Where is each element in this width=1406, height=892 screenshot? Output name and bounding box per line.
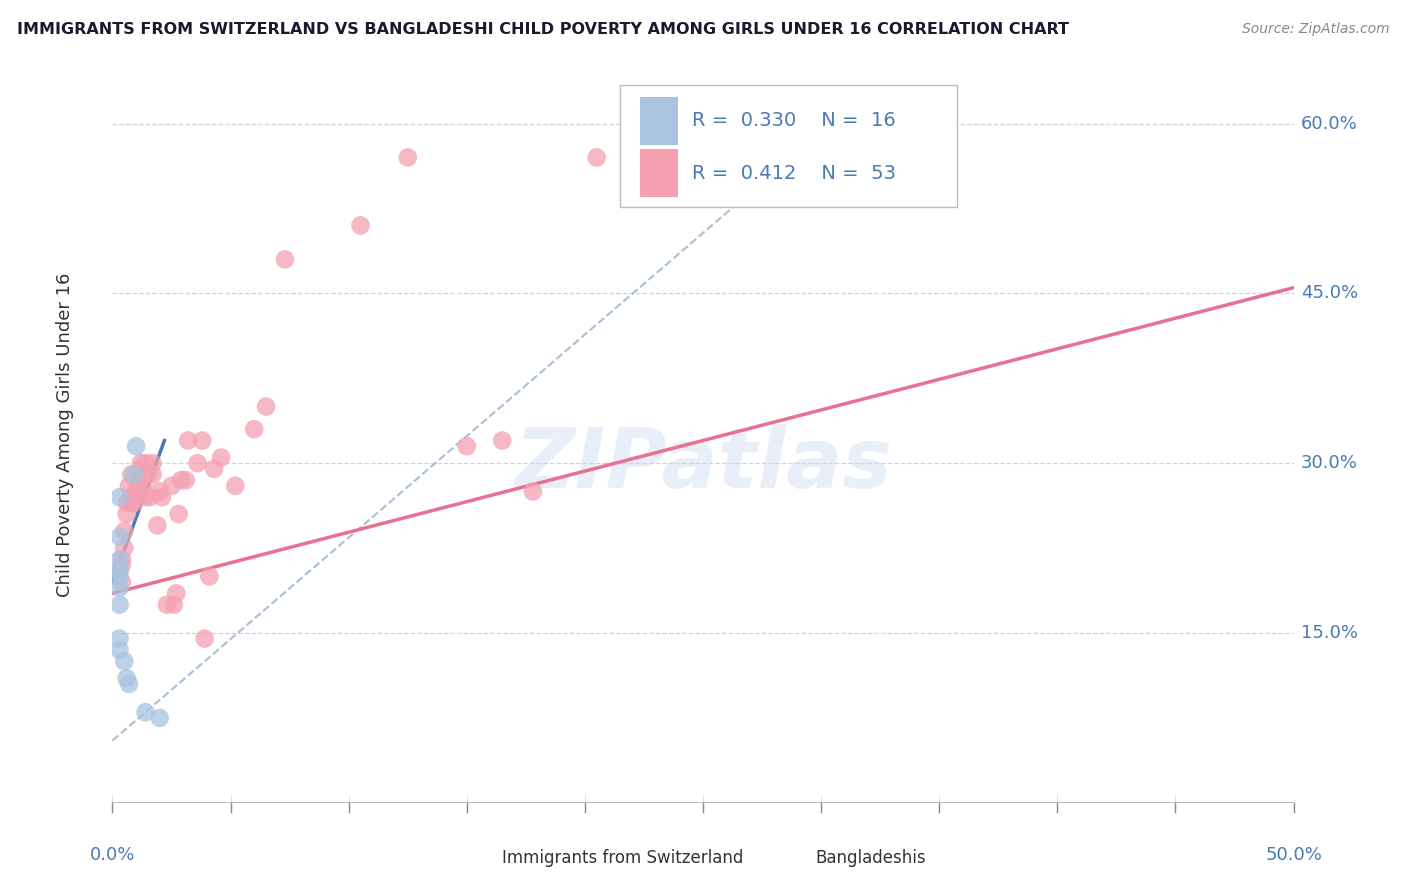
FancyBboxPatch shape — [620, 86, 957, 207]
Point — [129, 456, 152, 470]
Point — [170, 473, 193, 487]
Point — [191, 434, 214, 448]
Point — [115, 507, 138, 521]
Point — [112, 654, 135, 668]
Text: 30.0%: 30.0% — [1301, 454, 1357, 472]
Point — [108, 632, 131, 646]
Point — [194, 632, 217, 646]
Point — [115, 496, 138, 510]
Point — [122, 467, 145, 482]
Point — [139, 490, 162, 504]
Point — [522, 484, 544, 499]
Point — [224, 479, 246, 493]
Point — [125, 484, 148, 499]
Text: R =  0.330    N =  16: R = 0.330 N = 16 — [692, 112, 896, 130]
Point — [202, 462, 225, 476]
Point — [349, 219, 371, 233]
Point — [149, 484, 172, 499]
Point — [125, 439, 148, 453]
Text: 45.0%: 45.0% — [1301, 285, 1358, 302]
Point — [120, 496, 142, 510]
Point — [118, 479, 141, 493]
Point — [127, 473, 149, 487]
Point — [108, 643, 131, 657]
Point — [108, 530, 131, 544]
Point — [491, 434, 513, 448]
Bar — [640, 97, 678, 145]
Point — [786, 116, 808, 130]
Bar — [780, 845, 810, 871]
Point — [112, 541, 135, 555]
Point — [122, 496, 145, 510]
Text: Bangladeshis: Bangladeshis — [815, 849, 925, 867]
Point — [150, 490, 173, 504]
Point — [108, 581, 131, 595]
Text: IMMIGRANTS FROM SWITZERLAND VS BANGLADESHI CHILD POVERTY AMONG GIRLS UNDER 16 CO: IMMIGRANTS FROM SWITZERLAND VS BANGLADES… — [17, 22, 1069, 37]
Point — [127, 479, 149, 493]
Point — [456, 439, 478, 453]
Point — [111, 558, 134, 572]
Point — [156, 598, 179, 612]
Point — [120, 490, 142, 504]
Point — [136, 467, 159, 482]
Point — [111, 575, 134, 590]
Point — [108, 490, 131, 504]
Point — [108, 552, 131, 566]
Text: 15.0%: 15.0% — [1301, 624, 1358, 642]
Point — [585, 151, 607, 165]
Bar — [467, 845, 496, 871]
Text: 50.0%: 50.0% — [1265, 846, 1322, 863]
Point — [132, 479, 155, 493]
Point — [274, 252, 297, 267]
Point — [174, 473, 197, 487]
Point — [177, 434, 200, 448]
Point — [146, 518, 169, 533]
Point — [254, 400, 277, 414]
Point — [163, 598, 186, 612]
Point — [135, 705, 157, 719]
Point — [120, 467, 142, 482]
Point — [118, 677, 141, 691]
Point — [108, 564, 131, 578]
Point — [111, 552, 134, 566]
Point — [198, 569, 221, 583]
Point — [142, 456, 165, 470]
Point — [108, 569, 131, 583]
Text: Child Poverty Among Girls Under 16: Child Poverty Among Girls Under 16 — [56, 273, 75, 597]
Text: Source: ZipAtlas.com: Source: ZipAtlas.com — [1241, 22, 1389, 37]
Text: R =  0.412    N =  53: R = 0.412 N = 53 — [692, 164, 897, 183]
Point — [129, 462, 152, 476]
Point — [115, 671, 138, 685]
Bar — [640, 150, 678, 197]
Point — [135, 490, 157, 504]
Point — [243, 422, 266, 436]
Point — [112, 524, 135, 538]
Text: 60.0%: 60.0% — [1301, 114, 1357, 133]
Text: 0.0%: 0.0% — [90, 846, 135, 863]
Text: ZIPatlas: ZIPatlas — [515, 424, 891, 505]
Point — [396, 151, 419, 165]
Point — [209, 450, 232, 465]
Text: Immigrants from Switzerland: Immigrants from Switzerland — [502, 849, 744, 867]
Point — [160, 479, 183, 493]
Point — [167, 507, 190, 521]
Point — [149, 711, 172, 725]
Point — [142, 467, 165, 482]
Point — [108, 564, 131, 578]
Point — [165, 586, 187, 600]
Point — [135, 456, 157, 470]
Point — [108, 598, 131, 612]
Point — [186, 456, 208, 470]
